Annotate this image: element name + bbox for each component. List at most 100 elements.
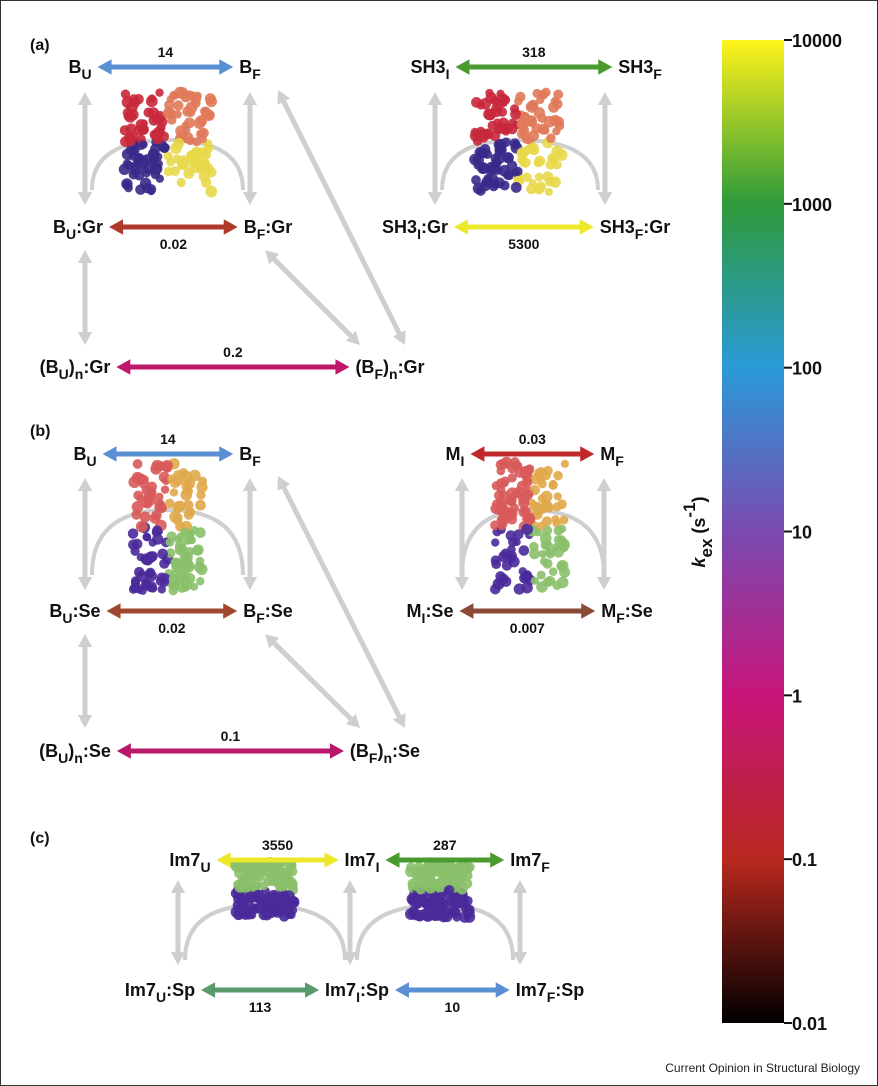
text: ) [689,496,709,502]
node-label: Im7I:Sp [325,980,389,1005]
protein-atom [530,576,539,585]
protein-atom [544,187,553,196]
text: :Gr [265,217,292,237]
arrow-head [324,852,339,868]
protein-atom [196,577,205,586]
protein-atom [507,473,517,483]
text: (B [350,741,369,761]
sub: ex [697,538,716,557]
text: :Sp [166,980,195,1000]
rate-label: 318 [522,44,546,60]
protein-atom [552,502,562,512]
protein-atom [182,565,191,574]
arrow-head [219,59,234,75]
protein-atom [155,88,164,97]
node-label: BU [68,57,91,82]
node-label: (BF)n:Gr [355,357,424,382]
protein-atom [173,475,184,486]
node-label: MI:Se [407,601,454,626]
protein-atom [278,911,290,922]
protein-atom [173,100,184,111]
footer: Current Opinion in Structural Biology [665,1061,860,1075]
subscript: U [66,226,76,242]
node-label: BF [239,57,261,82]
arrow-head [596,478,612,491]
protein-atom [125,136,136,147]
protein-atom [164,498,175,509]
protein-atom [500,576,512,587]
arrow-head [277,90,291,105]
subscript: n [74,750,83,766]
protein-atom [539,557,549,566]
protein-atom [145,581,157,593]
protein-atom [141,485,152,496]
arrow-head [342,880,358,893]
protein-atom [180,579,193,591]
protein-atom [519,465,532,478]
protein-atom [435,892,446,903]
arrow-head [201,982,216,998]
gray-arrow [280,484,403,720]
arrow-head [392,713,406,728]
protein-atom [168,579,180,591]
protein-atom [469,153,481,166]
subscript: I [417,226,421,242]
node-label: MI [446,444,465,469]
protein-atom [497,522,506,531]
protein-atom [530,473,542,485]
arrow-head [490,852,505,868]
subscript: U [86,453,96,469]
protein-atom [162,107,175,119]
protein-atom [150,143,161,155]
protein-atom [536,95,545,105]
protein-atom [135,184,146,195]
arrow-head [97,59,112,75]
protein-atom [525,101,538,113]
rate-label: 3550 [262,837,293,853]
node-label: Im7I [345,850,380,875]
arc [167,508,245,576]
text: B [243,601,256,621]
subscript: F [616,610,625,626]
rate-label: 0.02 [160,236,187,252]
arrow-head [219,446,234,462]
text: Im7 [125,980,156,1000]
arrow-head [345,713,360,728]
protein-atom [521,489,534,501]
arrow-head [242,192,258,205]
protein-atom [432,909,444,921]
protein-atom [471,175,481,185]
protein-atom [489,129,501,141]
text: SH3 [618,57,653,77]
text: ) [383,357,389,377]
protein-atom [513,96,523,106]
arrow-head [470,446,485,462]
text: SH3 [382,217,417,237]
protein-atom [498,500,508,509]
subscript: F [257,226,266,242]
protein-atom [119,125,131,136]
rate-label: 14 [160,431,176,447]
protein-atom [521,523,533,535]
node-label: (BU)n:Se [39,741,111,766]
protein-atom [288,905,298,915]
protein-atom [528,130,540,142]
arrow-head [109,219,124,235]
protein-atom [195,527,206,539]
arrow-head [394,982,409,998]
text: M [407,601,422,621]
protein-atom [462,896,473,906]
text: k [689,557,709,568]
protein-atom [545,547,555,557]
colorbar-title: kex (s-1) [680,496,716,567]
protein-atom [518,567,527,576]
protein-atom [413,909,425,922]
protein-atom [138,586,147,595]
protein-atom [235,895,247,907]
arrow-head [242,92,258,105]
arrow-head [329,743,344,759]
protein-atom [202,109,214,121]
arrow-head [597,192,613,205]
arrow-head [77,577,93,590]
protein-atom [192,545,202,556]
